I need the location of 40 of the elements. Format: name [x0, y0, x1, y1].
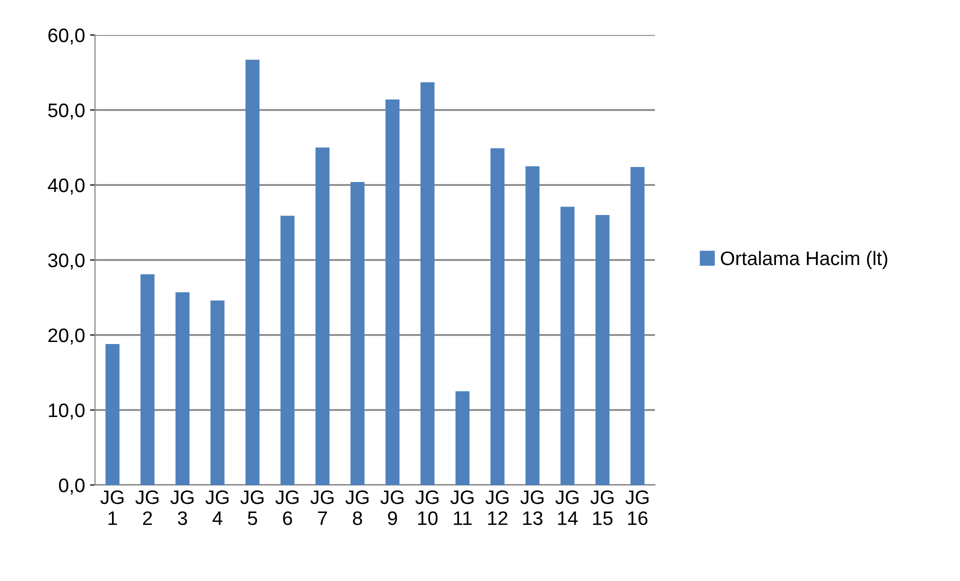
bar: [420, 82, 434, 485]
legend-label: Ortalama Hacim (lt): [720, 250, 888, 270]
x-tick-label: JG 4: [205, 490, 228, 525]
x-tick-label: JG 13: [520, 490, 544, 526]
y-tick-label: 50,0: [48, 103, 85, 120]
bar: [210, 300, 224, 485]
x-tick-label: JG 1: [100, 490, 124, 525]
x-tick-label: JG 14: [555, 490, 578, 525]
x-tick-label: JG 15: [590, 490, 614, 526]
bar: [140, 274, 154, 485]
x-tick-label: JG 12: [485, 490, 508, 525]
x-tick-label: JG 3: [170, 490, 194, 526]
x-tick-label: JG 6: [275, 490, 298, 526]
y-tick-label: 10,0: [48, 403, 85, 420]
x-tick-label: JG 8: [345, 490, 368, 526]
bar: [456, 391, 470, 485]
y-tick-label: 20,0: [48, 328, 85, 345]
bar: [350, 182, 364, 485]
bar: [280, 216, 294, 485]
bar: [490, 148, 504, 485]
bar: [106, 344, 120, 485]
x-tick-label: JG 16: [625, 490, 648, 526]
x-tick-label: JG 7: [310, 490, 334, 525]
bar: [526, 166, 540, 485]
x-tick-label: JG 10: [415, 490, 438, 526]
x-tick-label: JG 11: [450, 490, 474, 525]
bar: [596, 215, 610, 485]
bar: [316, 148, 330, 485]
y-tick-label: 40,0: [48, 178, 85, 195]
x-tick-label: JG 5: [240, 490, 264, 526]
bar: [630, 167, 644, 485]
bar: [246, 60, 260, 485]
y-tick-label: 0,0: [59, 478, 85, 495]
x-tick-label: JG 2: [135, 490, 158, 525]
y-tick-label: 60,0: [48, 28, 85, 45]
y-tick-label: 30,0: [48, 253, 85, 270]
bar: [560, 206, 574, 485]
x-tick-label: JG 9: [380, 490, 404, 526]
bar: [386, 100, 400, 485]
bar: [176, 292, 190, 485]
